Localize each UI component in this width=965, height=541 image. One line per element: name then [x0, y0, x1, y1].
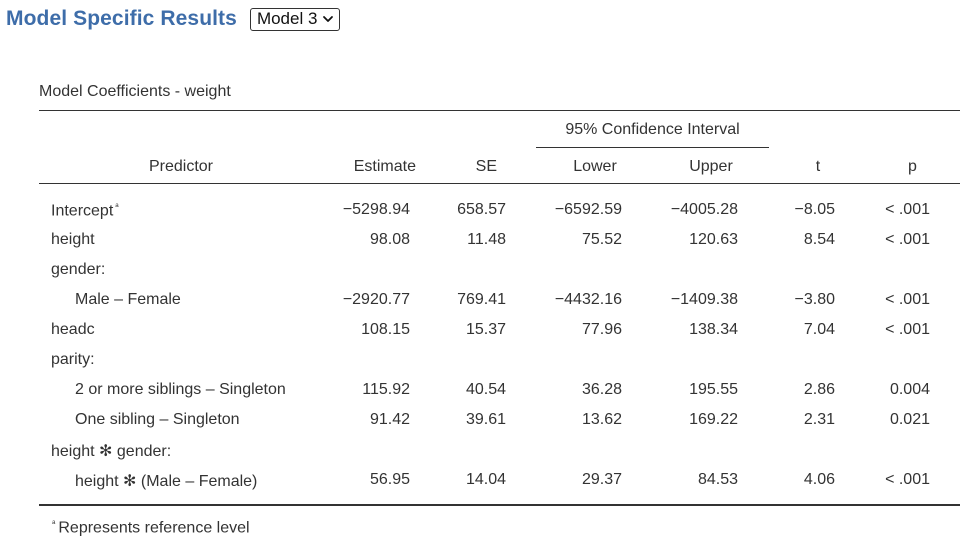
- estimate-cell: 115.92: [362, 381, 410, 398]
- estimate-cell: −5298.94: [342, 201, 410, 218]
- lower-cell: 36.28: [581, 381, 622, 398]
- col-header-upper: Upper: [689, 158, 733, 175]
- col-header-p: p: [908, 158, 917, 175]
- upper-cell: 84.53: [697, 471, 738, 488]
- t-cell: 8.54: [803, 231, 835, 248]
- se-cell: 658.57: [457, 201, 506, 218]
- col-header-estimate: Estimate: [353, 158, 416, 175]
- upper-cell: 120.63: [689, 231, 738, 248]
- lower-cell: 75.52: [581, 231, 622, 248]
- footnote-text: Represents reference level: [58, 519, 250, 537]
- predictor-cell: height: [51, 231, 95, 248]
- se-cell: 15.37: [465, 321, 506, 338]
- chevron-down-icon: [323, 16, 334, 22]
- se-cell: 14.04: [465, 471, 506, 488]
- col-header-t: t: [815, 158, 821, 175]
- predictor-cell: Male – Female: [75, 291, 181, 308]
- table-header-rule: [39, 183, 960, 184]
- p-cell: 0.021: [889, 411, 930, 428]
- predictor-group-cell: parity:: [51, 351, 95, 368]
- lower-cell: 77.96: [581, 321, 622, 338]
- predictor-group-cell: gender:: [51, 261, 106, 278]
- t-cell: 4.06: [803, 471, 835, 488]
- predictor-cell: 2 or more siblings – Singleton: [75, 381, 286, 398]
- results-header: Model Specific Results Model 3: [6, 5, 341, 33]
- t-cell: −3.80: [794, 291, 835, 308]
- se-cell: 11.48: [467, 231, 506, 248]
- se-cell: 39.61: [465, 411, 506, 428]
- predictor-cell: One sibling – Singleton: [75, 411, 240, 428]
- table-bottom-rule: [39, 504, 960, 506]
- p-cell: 0.004: [889, 381, 930, 398]
- lower-cell: 29.37: [581, 471, 622, 488]
- p-cell: < .001: [885, 201, 930, 218]
- col-header-predictor: Predictor: [148, 158, 214, 175]
- ci-header-rule: [536, 147, 769, 148]
- se-cell: 769.41: [457, 291, 506, 308]
- model-select-value: Model 3: [256, 9, 318, 28]
- table-title: Model Coefficients - weight: [39, 83, 231, 100]
- upper-cell: 169.22: [689, 411, 738, 428]
- t-cell: 2.31: [803, 411, 835, 428]
- estimate-cell: 56.95: [369, 471, 410, 488]
- upper-cell: −1409.38: [670, 291, 738, 308]
- p-cell: < .001: [885, 231, 930, 248]
- predictor-cell: Intercept ᵃ: [51, 201, 119, 220]
- predictor-cell: height ✻ (Male – Female): [75, 473, 258, 490]
- estimate-cell: 108.15: [361, 321, 410, 338]
- footnote-mark: ᵃ: [52, 518, 56, 528]
- lower-cell: 13.62: [581, 411, 622, 428]
- upper-cell: 138.34: [689, 321, 738, 338]
- model-select[interactable]: Model 3: [249, 7, 341, 31]
- p-cell: < .001: [885, 471, 930, 488]
- estimate-cell: −2920.77: [342, 291, 410, 308]
- p-cell: < .001: [885, 291, 930, 308]
- estimate-cell: 98.08: [369, 231, 410, 248]
- col-header-se: SE: [475, 158, 497, 175]
- col-header-lower: Lower: [573, 158, 617, 175]
- table-footnote: ᵃ Represents reference level: [52, 518, 250, 537]
- t-cell: 2.86: [803, 381, 835, 398]
- upper-cell: 195.55: [689, 381, 738, 398]
- p-cell: < .001: [885, 321, 930, 338]
- lower-cell: −4432.16: [554, 291, 622, 308]
- ci-header: 95% Confidence Interval: [565, 121, 740, 138]
- t-cell: −8.05: [794, 201, 835, 218]
- estimate-cell: 91.42: [369, 411, 410, 428]
- predictor-cell: headc: [51, 321, 95, 338]
- t-cell: 7.04: [803, 321, 835, 338]
- predictor-group-cell: height ✻ gender:: [51, 443, 172, 460]
- table-top-rule: [39, 110, 960, 111]
- upper-cell: −4005.28: [670, 201, 738, 218]
- page-title: Model Specific Results: [6, 7, 237, 30]
- footnote-marker: ᵃ: [115, 201, 119, 211]
- lower-cell: −6592.59: [554, 201, 622, 218]
- se-cell: 40.54: [465, 381, 506, 398]
